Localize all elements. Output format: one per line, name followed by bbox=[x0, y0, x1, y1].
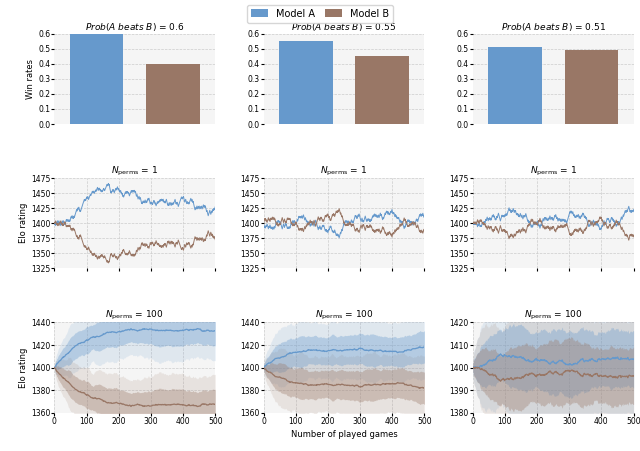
Y-axis label: Elo rating: Elo rating bbox=[19, 203, 28, 244]
Title: $\mathit{Prob(A\ beats\ B)}$ = 0.51: $\mathit{Prob(A\ beats\ B)}$ = 0.51 bbox=[500, 21, 605, 32]
Bar bbox=[488, 47, 541, 124]
Bar bbox=[564, 51, 618, 124]
Title: $N_{\mathrm{perms}}$ = 1: $N_{\mathrm{perms}}$ = 1 bbox=[111, 165, 158, 178]
Bar bbox=[355, 56, 409, 124]
Bar bbox=[147, 64, 200, 124]
Y-axis label: Elo rating: Elo rating bbox=[19, 347, 28, 388]
Title: $\mathit{Prob(A\ beats\ B)}$ = 0.6: $\mathit{Prob(A\ beats\ B)}$ = 0.6 bbox=[85, 21, 184, 32]
Title: $N_{\mathrm{perms}}$ = 1: $N_{\mathrm{perms}}$ = 1 bbox=[530, 165, 577, 178]
Legend: Model A, Model B: Model A, Model B bbox=[247, 5, 393, 23]
Title: $N_{\mathrm{perms}}$ = 1: $N_{\mathrm{perms}}$ = 1 bbox=[321, 165, 367, 178]
Title: $N_{\mathrm{perms}}$ = 100: $N_{\mathrm{perms}}$ = 100 bbox=[524, 309, 582, 322]
Bar bbox=[70, 34, 124, 124]
Title: $\mathit{Prob(A\ beats\ B)}$ = 0.55: $\mathit{Prob(A\ beats\ B)}$ = 0.55 bbox=[291, 21, 397, 32]
Y-axis label: Win rates: Win rates bbox=[26, 59, 35, 99]
Title: $N_{\mathrm{perms}}$ = 100: $N_{\mathrm{perms}}$ = 100 bbox=[315, 309, 373, 322]
Bar bbox=[279, 41, 333, 124]
Title: $N_{\mathrm{perms}}$ = 100: $N_{\mathrm{perms}}$ = 100 bbox=[106, 309, 164, 322]
X-axis label: Number of played games: Number of played games bbox=[291, 430, 397, 439]
